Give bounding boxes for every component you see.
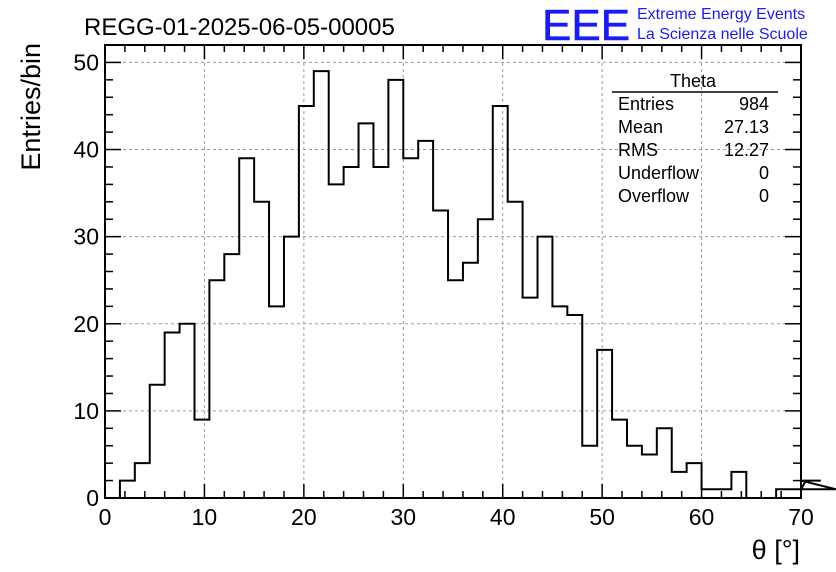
x-tick-label: 20 bbox=[291, 504, 317, 530]
y-tick-label: 0 bbox=[86, 485, 99, 511]
x-tick-label: 50 bbox=[589, 504, 615, 530]
stats-row-value: 12.27 bbox=[724, 140, 769, 160]
y-tick-label: 10 bbox=[73, 398, 99, 424]
x-tick-label: 10 bbox=[192, 504, 218, 530]
y-tick-label: 30 bbox=[73, 224, 99, 250]
x-tick-label: 70 bbox=[788, 504, 814, 530]
grid-lines bbox=[105, 45, 801, 498]
eee-logo: EEE Extreme Energy Events La Scienza nel… bbox=[542, 1, 808, 51]
stats-row-value: 0 bbox=[759, 186, 769, 206]
eee-logo-line2: La Scienza nelle Scuole bbox=[637, 26, 808, 43]
stats-row-label: RMS bbox=[618, 140, 658, 160]
stats-row-label: Entries bbox=[618, 94, 674, 114]
stats-row-value: 984 bbox=[739, 94, 769, 114]
x-axis-label: θ [°] bbox=[752, 535, 800, 565]
stats-row-label: Mean bbox=[618, 117, 663, 137]
plot-frame bbox=[104, 44, 802, 499]
y-axis-label: Entries/bin bbox=[16, 43, 46, 171]
chart-title: REGG-01-2025-06-05-00005 bbox=[84, 14, 395, 41]
stats-box: Theta Entries 984 Mean 27.13 RMS 12.27 Underfl… bbox=[612, 71, 778, 206]
stats-box-rows: Entries 984 Mean 27.13 RMS 12.27 Underflow 0 Ove… bbox=[618, 94, 769, 206]
histogram-outline bbox=[105, 70, 836, 499]
stats-row-label: Underflow bbox=[618, 163, 700, 183]
x-tick-label: 0 bbox=[99, 504, 112, 530]
axis-ticks bbox=[104, 44, 802, 499]
x-tick-label: 60 bbox=[689, 504, 715, 530]
stats-row-label: Overflow bbox=[618, 186, 690, 206]
eee-logo-line1: Extreme Energy Events bbox=[637, 6, 805, 23]
y-tick-label: 20 bbox=[73, 311, 99, 337]
tick-labels: 0 10 20 30 40 50 60 70 0 10 20 30 40 50 bbox=[73, 49, 813, 530]
x-tick-label: 30 bbox=[390, 504, 416, 530]
y-tick-label: 40 bbox=[73, 137, 99, 163]
x-tick-label: 40 bbox=[490, 504, 516, 530]
stats-row-value: 0 bbox=[759, 163, 769, 183]
eee-logo-mark: EEE bbox=[542, 1, 630, 50]
stats-box-title: Theta bbox=[670, 71, 717, 91]
y-tick-label: 50 bbox=[73, 49, 99, 75]
stats-row-value: 27.13 bbox=[724, 117, 769, 137]
